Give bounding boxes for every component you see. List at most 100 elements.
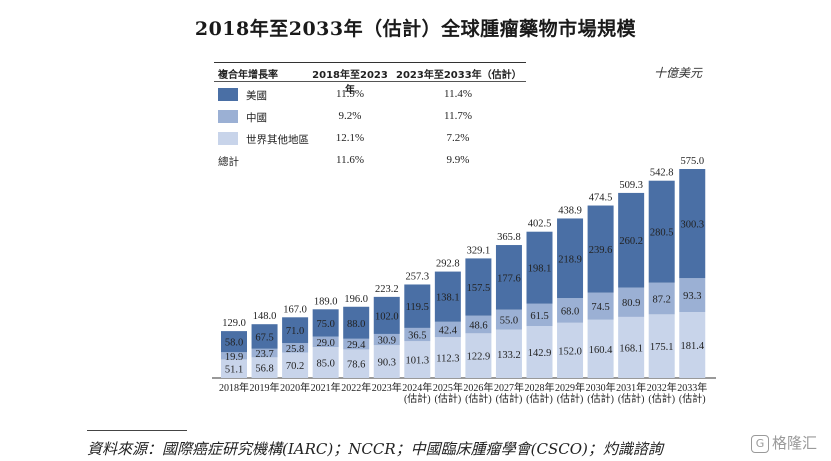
- bar-segment: [373, 296, 400, 334]
- table-row-label: 總計: [218, 156, 239, 168]
- bar-segment: [434, 337, 461, 378]
- bar-segment: [343, 306, 370, 339]
- watermark-logo-icon: G: [751, 435, 769, 453]
- bar-segment: [282, 343, 309, 353]
- x-tick-label: (估計): [618, 392, 645, 405]
- data-label: 42.4: [439, 325, 458, 336]
- data-label: 51.1: [225, 365, 243, 376]
- rest-of-world-legend-swatch: [218, 132, 238, 145]
- china-legend-swatch: [218, 110, 238, 123]
- total-label: 223.2: [375, 284, 399, 295]
- data-label: 29.4: [347, 340, 366, 351]
- x-tick-label: (估計): [496, 392, 523, 405]
- bar-segment: [312, 336, 339, 348]
- data-label: 61.5: [530, 311, 548, 322]
- bar-segment: [343, 338, 370, 350]
- x-tick-label: 2033年: [677, 381, 707, 394]
- total-label: 329.1: [467, 245, 491, 256]
- data-label: 133.2: [497, 350, 521, 361]
- data-label: 102.0: [375, 311, 399, 322]
- data-label: 218.9: [558, 254, 582, 265]
- x-tick-label: 2018年: [219, 381, 249, 394]
- bar-segment: [587, 292, 614, 320]
- table-header-rule: [214, 81, 526, 82]
- bar-segment: [587, 205, 614, 293]
- bar-segment: [251, 324, 278, 349]
- total-label: 167.0: [283, 304, 307, 315]
- data-label: 25.8: [286, 344, 304, 355]
- source-note: 資料來源：國際癌症研究機構(IARC)；NCCR；中國臨床腫瘤學會(CSCO)；…: [87, 440, 663, 458]
- x-tick-label: 2022年: [341, 381, 371, 394]
- bar-segment: [679, 278, 706, 313]
- data-label: 157.5: [467, 283, 491, 294]
- x-tick-label: 2027年: [494, 381, 524, 394]
- table-cell: 7.2%: [446, 132, 470, 144]
- total-label: 129.0: [222, 318, 246, 329]
- bar-segment: [526, 231, 553, 304]
- data-label: 300.3: [680, 220, 704, 231]
- data-label: 168.1: [619, 343, 643, 354]
- data-label: 19.9: [225, 352, 243, 363]
- bar-segment: [587, 319, 614, 378]
- bar-segment: [465, 315, 492, 334]
- data-label: 142.9: [528, 348, 552, 359]
- total-label: 509.3: [619, 180, 643, 191]
- bar-segment: [618, 287, 645, 317]
- table-row-rest-of-world: 世界其他地區 12.1% 7.2%: [214, 130, 526, 148]
- data-label: 87.2: [653, 295, 671, 306]
- data-label: 181.4: [680, 341, 704, 352]
- total-label: 189.0: [314, 296, 338, 307]
- table-header-period-1: 2018年至2023年: [312, 70, 388, 96]
- bar-segment: [404, 327, 431, 342]
- data-label: 74.5: [591, 302, 609, 313]
- data-label: 175.1: [650, 342, 674, 353]
- table-row-china: 中國 9.2% 11.7%: [214, 108, 526, 126]
- table-row-label: 世界其他地區: [218, 132, 309, 147]
- table-header-row: 複合年增長率 2018年至2023年 2023年至2033年（估計）: [214, 64, 526, 96]
- total-label: 196.0: [344, 294, 368, 305]
- us-legend-swatch: [218, 88, 238, 101]
- data-label: 88.0: [347, 319, 365, 330]
- data-label: 80.9: [622, 298, 640, 309]
- data-label: 56.8: [255, 364, 273, 375]
- bar-segment: [465, 333, 492, 378]
- bar-segment: [679, 312, 706, 378]
- table-cell: 11.4%: [443, 88, 472, 100]
- data-label: 93.3: [683, 291, 701, 302]
- bar-segment: [557, 218, 584, 299]
- x-tick-label: 2020年: [280, 381, 310, 394]
- total-label: 365.8: [497, 232, 521, 243]
- table-cell: 12.1%: [335, 132, 365, 144]
- x-tick-label: (估計): [526, 392, 553, 405]
- table-cell: 11.6%: [335, 154, 364, 166]
- data-label: 29.0: [316, 338, 334, 349]
- total-label: 474.5: [589, 193, 613, 204]
- bar-segment: [221, 359, 247, 378]
- bar-segment: [373, 345, 400, 378]
- x-tick-label: (估計): [679, 392, 706, 405]
- x-tick-label: (估計): [404, 392, 431, 405]
- x-tick-label: (估計): [435, 392, 462, 405]
- bar-segment: [282, 352, 309, 378]
- data-label: 239.6: [589, 245, 613, 256]
- x-tick-label: 2031年: [616, 381, 646, 394]
- table-row-total: 總計 11.6% 9.9%: [214, 152, 526, 170]
- x-tick-label: 2024年: [402, 381, 432, 394]
- data-label: 71.0: [286, 326, 304, 337]
- bar-segment: [251, 357, 278, 378]
- data-label: 67.5: [255, 332, 273, 343]
- source-rule: [87, 430, 187, 431]
- total-label: 402.5: [528, 219, 552, 230]
- data-label: 75.0: [316, 319, 334, 330]
- table-row-label: 美國: [218, 88, 267, 103]
- x-tick-label: 2021年: [311, 381, 341, 394]
- total-label: 542.8: [650, 168, 674, 179]
- x-tick-label: 2032年: [647, 381, 677, 394]
- data-label: 177.6: [497, 273, 521, 284]
- data-label: 70.2: [286, 361, 304, 372]
- data-label: 90.3: [378, 358, 396, 369]
- bar-segment: [648, 282, 675, 315]
- table-header-period-2: 2023年至2033年（估計）: [396, 70, 522, 81]
- x-tick-label: (估計): [465, 392, 492, 405]
